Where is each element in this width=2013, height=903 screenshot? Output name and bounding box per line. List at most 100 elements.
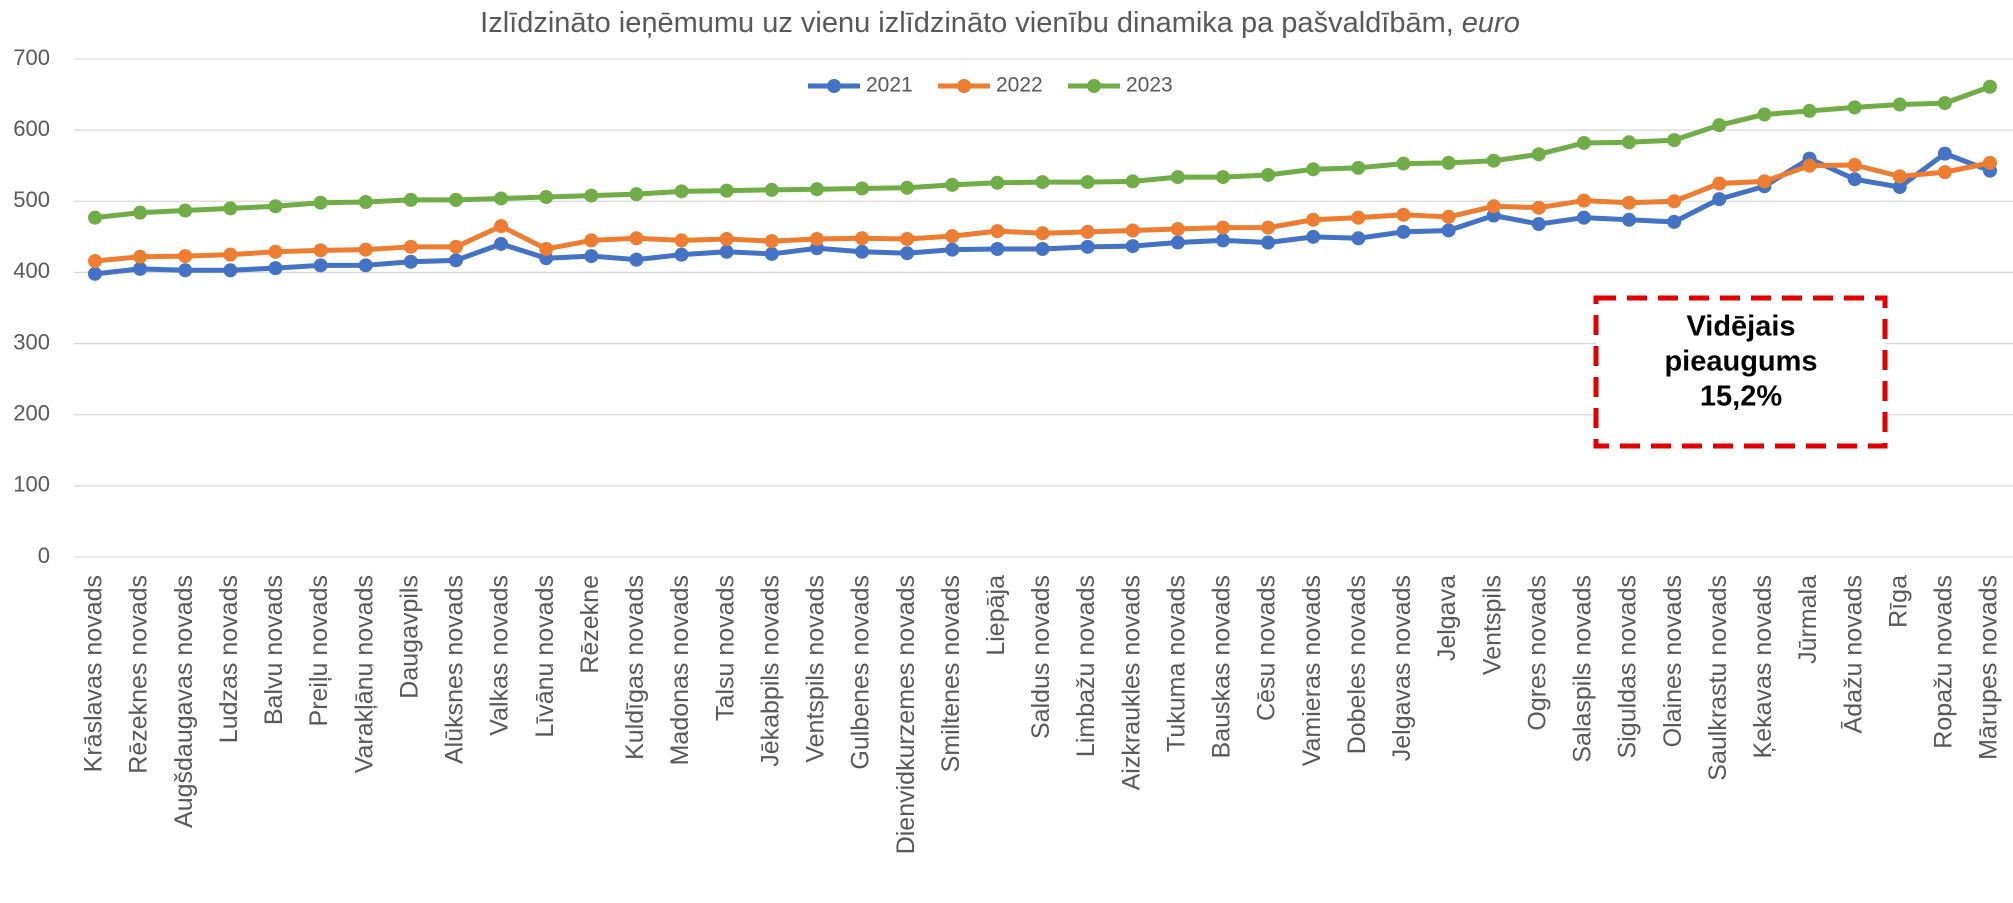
x-tick-label: Madonas novads — [666, 575, 694, 765]
x-tick-label: Smiltenes novads — [937, 575, 965, 772]
x-tick-label: Rēzeknes novads — [125, 575, 153, 774]
x-tick-label: Olaines novads — [1659, 575, 1687, 747]
point — [945, 177, 960, 192]
point — [719, 183, 734, 198]
point — [223, 263, 238, 278]
x-tick-label: Ķekavas novads — [1749, 575, 1777, 758]
point — [1486, 199, 1501, 214]
point — [584, 188, 599, 203]
x-tick-label: Aizkraukles novads — [1117, 575, 1145, 790]
point — [629, 187, 644, 202]
y-tick-label: 200 — [13, 401, 50, 426]
point — [1080, 175, 1095, 190]
x-tick-label: Kuldīgas novads — [621, 575, 649, 760]
x-tick-label: Dobeles novads — [1343, 575, 1371, 754]
x-tick-label: Liepāja — [982, 575, 1010, 656]
point — [313, 243, 328, 258]
legend-marker — [1087, 79, 1101, 93]
point — [1531, 217, 1546, 232]
x-tick-label: Jēkabpils novads — [756, 575, 784, 767]
y-tick-label: 500 — [13, 187, 50, 212]
point — [1802, 158, 1817, 173]
x-tick-label: Rīga — [1884, 575, 1912, 628]
x-tick-label: Mārupes novads — [1975, 575, 2003, 760]
annotation-box — [1593, 295, 1888, 449]
point — [494, 236, 509, 251]
x-tick-label: Vamieras novads — [1298, 575, 1326, 766]
point — [1486, 153, 1501, 168]
point — [945, 229, 960, 244]
point — [1667, 194, 1682, 209]
x-tick-label: Valkas novads — [486, 575, 514, 736]
point — [1847, 172, 1862, 187]
point — [494, 191, 509, 206]
point — [133, 261, 148, 276]
point — [268, 261, 283, 276]
point — [1757, 174, 1772, 189]
point — [1531, 200, 1546, 215]
point — [900, 180, 915, 195]
point — [1712, 176, 1727, 191]
y-tick-label: 700 — [13, 45, 50, 70]
y-tick-label: 100 — [13, 472, 50, 497]
point — [1396, 207, 1411, 222]
legend-label: 2021 — [866, 74, 913, 97]
point — [1892, 180, 1907, 195]
x-tick-label: Ropažu novads — [1929, 575, 1957, 749]
point — [1712, 118, 1727, 133]
x-tick-label: Balvu novads — [260, 575, 288, 725]
point — [1080, 239, 1095, 254]
point — [539, 241, 554, 256]
point — [855, 231, 870, 246]
x-tick-label: Tukuma novads — [1162, 575, 1190, 752]
point — [629, 252, 644, 267]
point — [674, 184, 689, 199]
point — [178, 203, 193, 218]
point — [764, 246, 779, 261]
point — [313, 195, 328, 210]
point — [1892, 169, 1907, 184]
point — [764, 182, 779, 197]
x-tick-label: Krāslavas novads — [80, 575, 108, 772]
point — [1351, 160, 1366, 175]
point — [809, 231, 824, 246]
point — [1170, 222, 1185, 237]
point — [1622, 195, 1637, 210]
point — [1937, 96, 1952, 111]
point — [1170, 235, 1185, 250]
point — [88, 254, 102, 269]
x-tick-label: Ādažu novads — [1839, 575, 1867, 733]
point — [809, 182, 824, 197]
point — [178, 263, 193, 278]
point — [223, 247, 238, 262]
point — [1035, 226, 1050, 241]
point — [1035, 175, 1050, 190]
point — [1757, 107, 1772, 122]
point — [990, 224, 1005, 239]
point — [1396, 224, 1411, 239]
x-tick-label: Līvānu novads — [531, 575, 559, 738]
point — [1667, 133, 1682, 148]
legend-label: 2023 — [1126, 74, 1173, 97]
point — [1576, 135, 1591, 150]
point — [719, 231, 734, 246]
point — [403, 239, 418, 254]
annotation-text: 15,2% — [1700, 381, 1782, 413]
point — [133, 249, 148, 264]
point — [1351, 210, 1366, 225]
point — [1441, 223, 1456, 238]
x-tick-label: Limbažu novads — [1072, 575, 1100, 757]
x-tick-label: Cēsu novads — [1253, 575, 1281, 721]
point — [1306, 229, 1321, 244]
point — [448, 253, 463, 268]
point — [133, 205, 148, 220]
point — [764, 234, 779, 249]
point — [990, 241, 1005, 256]
point — [719, 244, 734, 259]
point — [1261, 220, 1276, 235]
point — [448, 239, 463, 254]
point — [674, 233, 689, 248]
x-tick-label: Preiļu novads — [305, 575, 333, 726]
point — [1892, 97, 1907, 112]
